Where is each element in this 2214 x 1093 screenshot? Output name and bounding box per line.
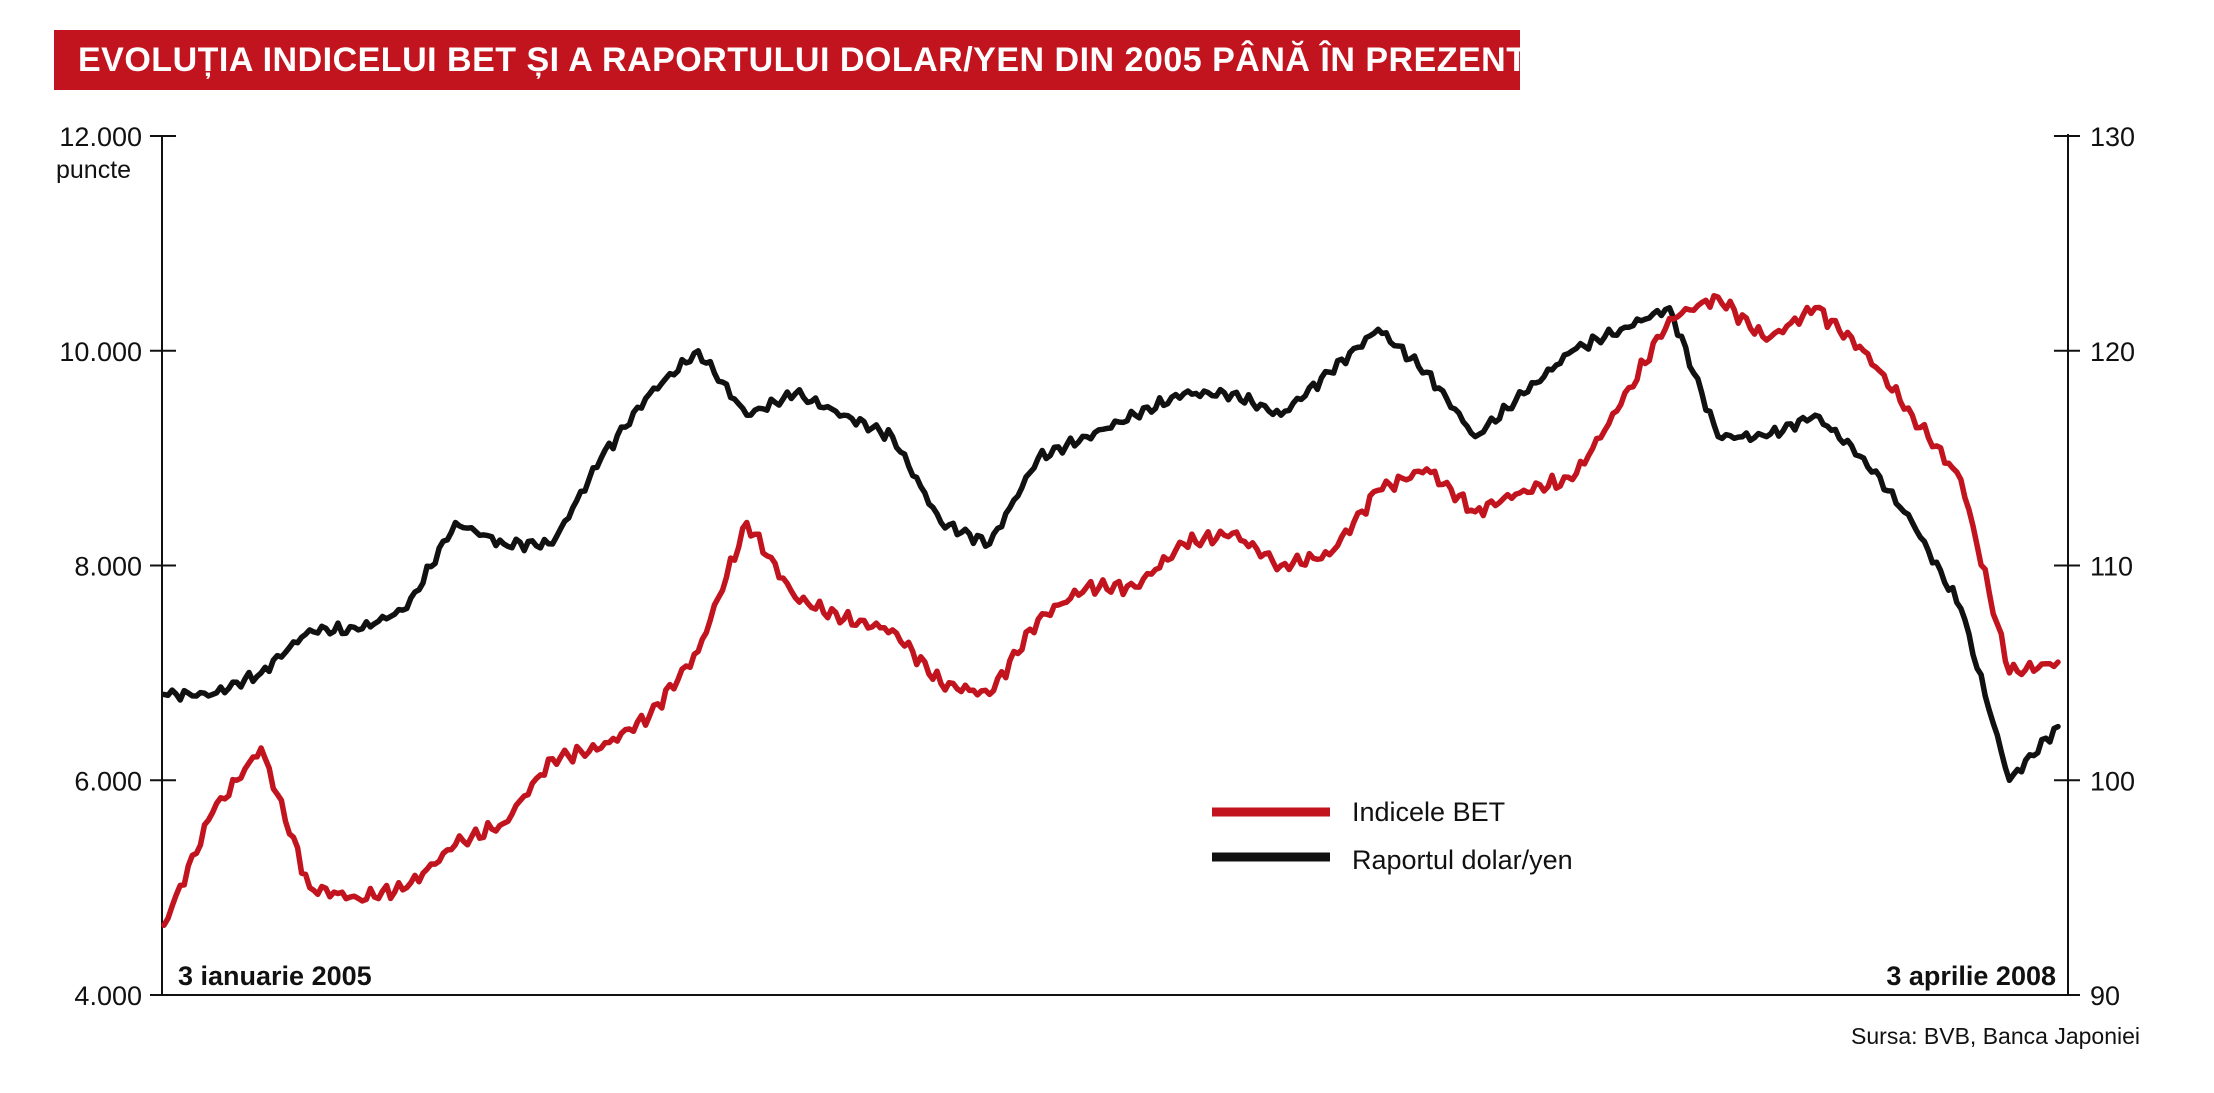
right-tick-label: 100 [2090,766,2135,796]
right-tick-label: 90 [2090,981,2120,1011]
chart-legend: Indicele BET Raportul dolar/yen [1212,797,1573,875]
series-line-bet [161,292,2061,928]
right-tick-label: 120 [2090,337,2135,367]
chart-title-bar: EVOLUȚIA INDICELUI BET ȘI A RAPORTULUI D… [54,30,1527,90]
left-tick-label: 4.000 [74,981,142,1011]
x-end-label: 3 aprilie 2008 [1886,961,2056,991]
right-axis-ticks: 130 120 110 100 90 [2054,122,2135,1011]
left-tick-label: 6.000 [74,766,142,796]
left-tick-label: 8.000 [74,552,142,582]
left-tick-label: 12.000 [59,122,142,152]
x-start-label: 3 ianuarie 2005 [178,961,372,991]
left-axis-ticks: 12.000 10.000 8.000 6.000 4.000 [59,122,176,1011]
chart-axes [161,134,2069,996]
right-tick-label: 110 [2090,552,2133,582]
source-note: Sursa: BVB, Banca Japoniei [1851,1023,2140,1049]
series-line-usdjpy [161,305,2061,784]
right-tick-label: 130 [2090,122,2135,152]
legend-label-usdjpy: Raportul dolar/yen [1352,845,1573,875]
left-axis-unit-label: puncte [56,156,131,184]
legend-label-bet: Indicele BET [1352,797,1505,827]
left-tick-label: 10.000 [59,337,142,367]
chart-title: EVOLUȚIA INDICELUI BET ȘI A RAPORTULUI D… [78,41,1528,79]
series-layer [161,292,2061,928]
